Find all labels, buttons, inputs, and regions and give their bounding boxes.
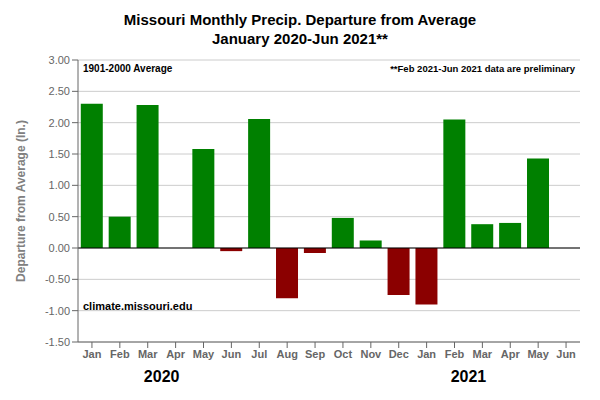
html-text:2020: 2020: [143, 368, 180, 385]
svg-text:-1.50: -1.50: [45, 336, 70, 348]
svg-text:Feb: Feb: [110, 348, 130, 360]
svg-text:3.00: 3.00: [49, 54, 70, 66]
svg-text:Mar: Mar: [138, 348, 158, 360]
html-text:2021: 2021: [450, 368, 487, 385]
svg-text:Dec: Dec: [389, 348, 409, 360]
svg-text:0.00: 0.00: [49, 242, 70, 254]
svg-text:1.00: 1.00: [49, 179, 70, 191]
svg-text:Mar: Mar: [473, 348, 493, 360]
svg-text:Departure from Average (In.): Departure from Average (In.): [14, 120, 28, 282]
svg-text:May: May: [193, 348, 215, 360]
svg-text:0.50: 0.50: [49, 211, 70, 223]
svg-text:Apr: Apr: [501, 348, 521, 360]
svg-text:Jan: Jan: [82, 348, 101, 360]
svg-text:Oct: Oct: [334, 348, 353, 360]
svg-text:Jun: Jun: [222, 348, 242, 360]
svg-text:Aug: Aug: [276, 348, 297, 360]
svg-text:Jun: Jun: [556, 348, 576, 360]
svg-text:Jul: Jul: [251, 348, 267, 360]
html-text:Missouri Monthly Precip. Depar: Missouri Monthly Precip. Departure from …: [123, 11, 477, 47]
svg-text:1.50: 1.50: [49, 148, 70, 160]
svg-text:Jan: Jan: [417, 348, 436, 360]
svg-text:-0.50: -0.50: [45, 273, 70, 285]
html-text:climate.missouri.edu: climate.missouri.edu: [83, 299, 193, 312]
svg-text:Sep: Sep: [305, 348, 325, 360]
svg-text:May: May: [527, 348, 549, 360]
html-text:1901-2000 Average: 1901-2000 Average: [83, 63, 173, 74]
svg-text:Nov: Nov: [360, 348, 382, 360]
svg-text:2.50: 2.50: [49, 85, 70, 97]
svg-text:2.00: 2.00: [49, 117, 70, 129]
svg-text:Feb: Feb: [445, 348, 465, 360]
svg-text:Apr: Apr: [166, 348, 186, 360]
html-text:**Feb 2021-Jun 2021 data are p: **Feb 2021-Jun 2021 data are preliminary: [390, 63, 575, 74]
svg-text:-1.00: -1.00: [45, 305, 70, 317]
